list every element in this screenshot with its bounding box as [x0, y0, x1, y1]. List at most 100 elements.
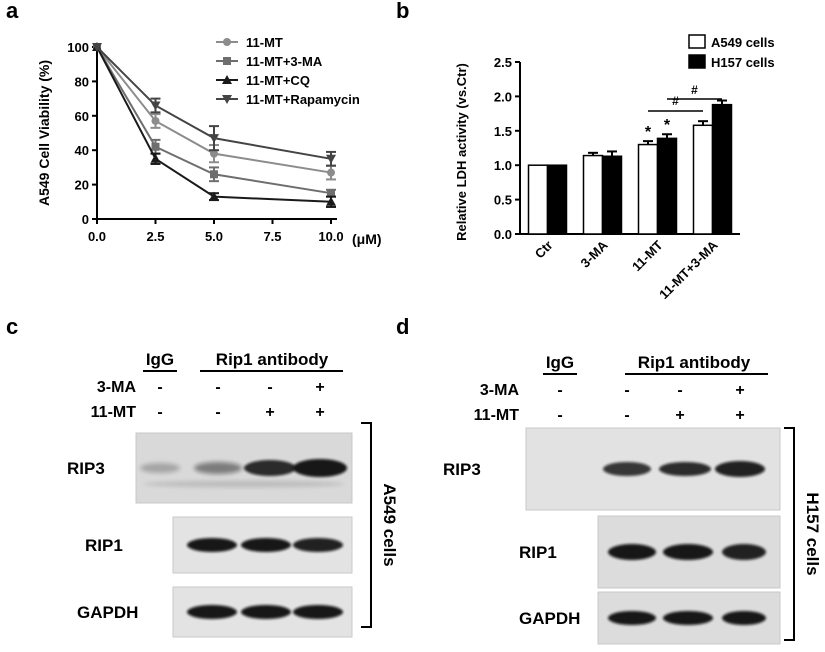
blot-label: GAPDH [77, 603, 138, 622]
legend-entry: 11-MT [216, 35, 283, 50]
rip1-antibody-group-label: Rip1 antibody [638, 353, 751, 372]
treatment-sign: - [215, 404, 220, 421]
bar [601, 155, 623, 235]
legend-entry: 11-MT+3-MA [216, 54, 323, 69]
protein-band [722, 544, 766, 560]
bar-group-11-mt: 11-MT [629, 133, 678, 274]
y-tick-label: 1.5 [494, 124, 512, 139]
y-tick-label: 1.0 [494, 158, 512, 173]
legend-label: 11-MT+Rapamycin [246, 92, 360, 107]
series-11-mt-rapamycin [92, 43, 336, 167]
blot-label: GAPDH [519, 609, 580, 628]
line-chart-x-unit: (μM) [352, 231, 382, 247]
data-point [210, 170, 218, 179]
protein-band [608, 611, 656, 625]
significance-star: * [664, 117, 671, 134]
line-chart-legend: 11-MT 11-MT+3-MA 11-MT+CQ 11-MT+Rapamycin [216, 35, 360, 107]
data-point [209, 134, 219, 144]
x-tick-label: 2.5 [146, 229, 164, 244]
y-tick-label: 2.0 [494, 89, 512, 104]
line-chart-y-axis-label: A549 Cell Viability (%) [36, 60, 52, 206]
x-tick-label: 10.0 [318, 229, 343, 244]
igg-group-label: IgG [146, 350, 174, 369]
significance-star: * [645, 124, 652, 141]
protein-band [244, 460, 296, 476]
legend-entry: A549 cells [688, 34, 775, 50]
x-tick-label: 5.0 [205, 229, 223, 244]
panel-letter-a: a [6, 0, 19, 23]
bar-chart-axes: 0.0 0.5 1.0 1.5 2.0 2.5 [494, 55, 740, 242]
treatment-sign: + [735, 407, 744, 424]
data-point [210, 149, 218, 158]
legend-label: 11-MT+CQ [246, 73, 310, 88]
bar [546, 164, 568, 235]
significance-hash: # [691, 83, 698, 97]
y-tick-label: 20 [75, 178, 89, 193]
protein-band [293, 459, 347, 477]
line-chart-axes: 0 20 40 60 80 100 0.0 2.5 5.0 7.5 10.0 [67, 40, 343, 244]
blot-label: RIP1 [519, 543, 557, 562]
legend-label: H157 cells [711, 55, 775, 70]
x-tick-label: 11-MT [629, 237, 666, 274]
protein-band [187, 538, 237, 552]
cell-line-label: A549 cells [380, 483, 399, 566]
protein-band [241, 605, 291, 619]
legend-marker [223, 57, 231, 65]
x-tick-label: 0.0 [88, 229, 106, 244]
protein-band [603, 462, 651, 476]
bar [711, 103, 733, 235]
protein-band [293, 538, 343, 552]
legend-label: A549 cells [711, 35, 775, 50]
protein-band [293, 605, 343, 619]
y-tick-label: 0.0 [494, 227, 512, 242]
protein-band [663, 611, 713, 625]
y-tick-label: 100 [67, 40, 89, 55]
western-blot-a549: IgG Rip1 antibody 3-MA - - - +11-MT - - + + RIP3 RIP… [67, 350, 399, 638]
treatment-sign: - [557, 407, 562, 424]
y-tick-label: 60 [75, 109, 89, 124]
igg-group-label: IgG [546, 353, 574, 372]
treatment-sign: - [624, 407, 629, 424]
legend-marker [222, 75, 232, 84]
bar-group-3-ma: 3-MA [578, 150, 623, 271]
treatment-sign: - [157, 379, 162, 396]
data-point [209, 191, 219, 201]
bar [692, 124, 714, 235]
x-tick-label: 11-MT+3-MA [656, 237, 721, 302]
bar-chart-y-axis-label: Relative LDH activity (vs.Ctr) [454, 63, 469, 241]
x-tick-label: Ctr [532, 238, 556, 262]
protein-band [608, 544, 656, 560]
x-tick-label: 7.5 [263, 229, 281, 244]
data-point [150, 153, 161, 163]
treatment-sign: - [267, 379, 272, 396]
treatment-sign: - [624, 382, 629, 399]
legend-entry: 11-MT+Rapamycin [216, 92, 360, 107]
panel-letter-c: c [6, 314, 18, 339]
treatment-row-label: 11-MT [91, 404, 137, 421]
treatment-sign: + [265, 404, 274, 421]
western-blot-h157: IgG Rip1 antibody 3-MA - - - +11-MT - - + + RIP3 RIP… [443, 353, 822, 645]
blot-bracket [784, 427, 795, 641]
treatment-sign: + [675, 407, 684, 424]
panel-letter-b: b [396, 0, 409, 23]
legend-entry: H157 cells [688, 54, 775, 70]
data-point [92, 43, 102, 52]
line-chart-series [92, 42, 336, 208]
series-line [96, 46, 332, 174]
data-point [327, 189, 335, 198]
bar [527, 164, 549, 235]
legend-swatch [688, 34, 706, 49]
protein-band [663, 544, 713, 560]
data-point [326, 154, 336, 164]
data-point [151, 116, 160, 125]
bar [582, 154, 604, 235]
significance-hash: # [672, 94, 679, 108]
protein-band [715, 461, 765, 477]
protein-band [659, 462, 711, 476]
bar [637, 143, 659, 235]
data-point [327, 168, 335, 177]
protein-band [187, 605, 237, 619]
legend-marker [222, 95, 232, 104]
